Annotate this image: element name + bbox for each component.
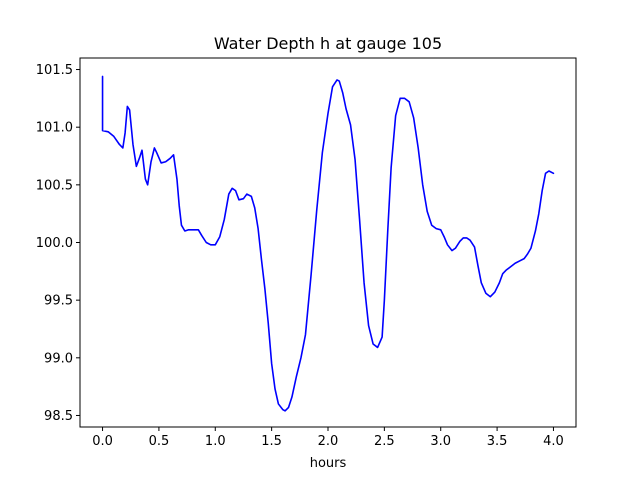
x-tick-label: 3.0: [430, 434, 451, 449]
x-axis-ticks: 0.0 0.5 1.0 1.5 2.0 2.5 3.0 3.5 4.0: [92, 427, 564, 449]
y-tick-label: 100.5: [36, 178, 73, 193]
y-tick-label: 99.0: [44, 351, 73, 366]
y-tick-label: 99.5: [44, 294, 73, 309]
x-tick-label: 0.0: [92, 434, 113, 449]
x-tick-label: 3.5: [487, 434, 508, 449]
x-axis-label: hours: [310, 456, 347, 471]
x-tick-label: 0.5: [149, 434, 170, 449]
y-tick-label: 98.5: [44, 409, 73, 424]
y-tick-label: 101.0: [36, 121, 73, 136]
x-tick-label: 1.5: [261, 434, 282, 449]
x-tick-label: 4.0: [543, 434, 564, 449]
y-tick-label: 100.0: [36, 236, 73, 251]
y-axis-ticks: 98.5 99.0 99.5 100.0 100.5 101.0 101.5: [36, 63, 80, 424]
series-layer: [101, 75, 555, 412]
chart-title: Water Depth h at gauge 105: [214, 34, 442, 53]
y-tick-label: 101.5: [36, 63, 73, 78]
plot-area-frame: [79, 57, 577, 428]
series-line: [101, 75, 555, 412]
x-tick-label: 2.5: [374, 434, 395, 449]
x-tick-label: 1.0: [205, 434, 226, 449]
x-tick-label: 2.0: [318, 434, 339, 449]
